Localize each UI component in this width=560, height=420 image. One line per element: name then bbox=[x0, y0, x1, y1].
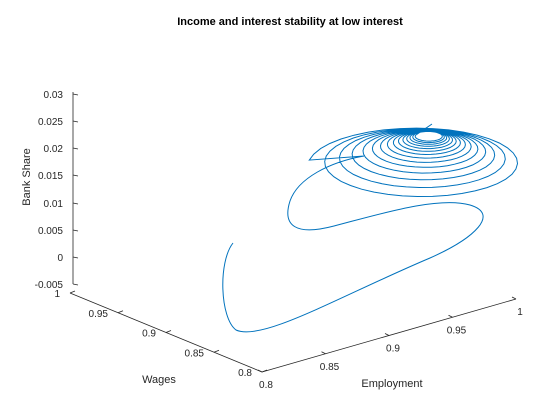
y-tick-label: 0.85 bbox=[185, 348, 205, 359]
z-tick-label: 0.005 bbox=[38, 226, 63, 237]
x-tick-mark bbox=[384, 333, 390, 336]
z-tick-mark bbox=[72, 283, 79, 286]
z-tick-mark bbox=[72, 120, 79, 123]
x-tick-label: 0.95 bbox=[447, 325, 467, 336]
y-tick-label: 0.95 bbox=[89, 309, 109, 320]
z-tick-label: -0.005 bbox=[35, 280, 64, 291]
x-tick-mark bbox=[511, 296, 517, 300]
z-tick-label: 0.01 bbox=[44, 199, 64, 210]
y-tick-label: 0.9 bbox=[142, 329, 156, 340]
z-tick-mark bbox=[72, 229, 79, 232]
y-tick-mark bbox=[165, 330, 172, 333]
z-axis-label: Bank Share bbox=[21, 148, 33, 205]
chart-title: Income and interest stability at low int… bbox=[177, 16, 403, 28]
x-tick-mark bbox=[257, 369, 263, 373]
z-tick-label: 0 bbox=[57, 253, 63, 264]
z-tick-label: 0.015 bbox=[38, 171, 63, 182]
z-tick-mark bbox=[72, 174, 79, 177]
y-axis-label: Wages bbox=[142, 374, 176, 386]
series-line bbox=[222, 123, 519, 333]
z-tick-mark bbox=[72, 93, 79, 96]
y-tick-mark bbox=[213, 349, 220, 353]
ticks-group: 0.80.850.90.9510.80.850.90.951-0.00500.0… bbox=[35, 90, 524, 391]
y-tick-mark bbox=[117, 310, 124, 314]
z-tick-mark bbox=[72, 202, 79, 205]
z-tick-mark bbox=[72, 256, 79, 259]
y-tick-mark bbox=[261, 369, 268, 373]
y-tick-label: 0.8 bbox=[238, 368, 252, 379]
x-tick-label: 0.8 bbox=[259, 380, 273, 391]
x-tick-mark bbox=[321, 351, 326, 355]
x-tick-label: 0.9 bbox=[386, 344, 400, 355]
y-tick-label: 1 bbox=[54, 289, 60, 300]
z-tick-label: 0.025 bbox=[38, 117, 63, 128]
x-tick-label: 0.85 bbox=[320, 362, 340, 373]
z-tick-mark bbox=[72, 147, 79, 150]
z-tick-label: 0.02 bbox=[44, 144, 64, 155]
x-axis-label: Employment bbox=[361, 378, 422, 390]
x-tick-mark bbox=[448, 314, 453, 318]
z-tick-label: 0.03 bbox=[44, 90, 64, 101]
x-tick-label: 1 bbox=[517, 307, 523, 318]
y-tick-mark bbox=[69, 290, 76, 294]
